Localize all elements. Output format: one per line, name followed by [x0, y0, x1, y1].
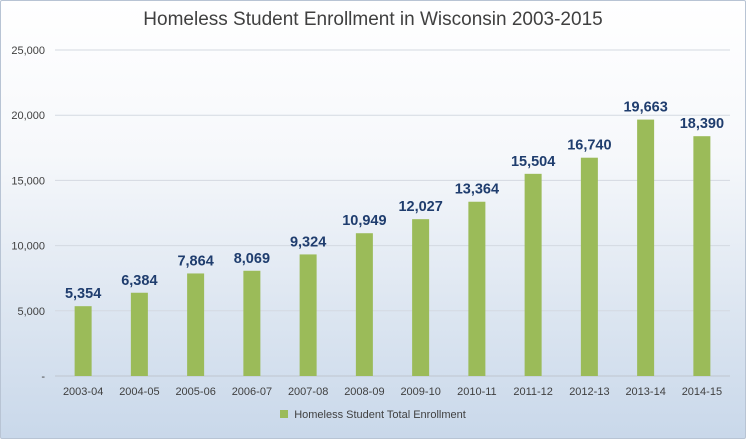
data-label: 8,069 [234, 251, 270, 267]
y-tick-label: 20,000 [11, 110, 45, 122]
x-tick-label: 2008-09 [344, 386, 384, 398]
x-tick-label: 2009-10 [400, 386, 440, 398]
x-tick-label: 2006-07 [232, 386, 272, 398]
bar [468, 201, 486, 376]
legend-label: Homeless Student Total Enrollment [294, 409, 466, 421]
x-tick-label: 2004-05 [119, 386, 159, 398]
chart-title: Homeless Student Enrollment in Wisconsin… [143, 9, 603, 30]
data-label: 6,384 [121, 273, 157, 289]
data-label: 5,354 [65, 286, 101, 302]
x-tick-label: 2014-15 [682, 386, 722, 398]
bar [130, 292, 148, 376]
data-label: 7,864 [177, 253, 213, 269]
y-tick-label: 5,000 [17, 306, 45, 318]
data-label: 16,740 [567, 138, 611, 154]
x-tick-label: 2011-12 [513, 386, 553, 398]
x-tick-label: 2005-06 [175, 386, 215, 398]
data-label: 9,324 [290, 234, 326, 250]
bar [580, 157, 598, 376]
x-tick-label: 2013-14 [625, 386, 665, 398]
x-tick-label: 2007-08 [288, 386, 328, 398]
data-label: 15,504 [511, 154, 555, 170]
legend-swatch [280, 410, 289, 419]
data-label: 18,390 [680, 116, 724, 132]
data-label: 19,663 [623, 100, 667, 116]
bar [299, 254, 317, 376]
y-tick-label: 15,000 [11, 175, 45, 187]
bar [524, 173, 542, 376]
y-tick-label: 10,000 [11, 241, 45, 253]
bar [637, 119, 655, 376]
data-label: 12,027 [398, 199, 442, 215]
bar [693, 136, 711, 376]
bar [412, 219, 430, 376]
data-label: 10,949 [342, 213, 386, 229]
bar [74, 306, 92, 376]
x-tick-label: 2012-13 [569, 386, 609, 398]
legend: Homeless Student Total Enrollment [0, 409, 746, 421]
x-tick-label: 2003-04 [63, 386, 103, 398]
bar [187, 273, 205, 376]
x-tick-label: 2010-11 [457, 386, 497, 398]
data-label: 13,364 [455, 182, 499, 198]
y-tick-label: 25,000 [11, 45, 45, 57]
y-tick-label: - [41, 371, 45, 383]
bar [355, 233, 373, 376]
bar [243, 270, 261, 376]
